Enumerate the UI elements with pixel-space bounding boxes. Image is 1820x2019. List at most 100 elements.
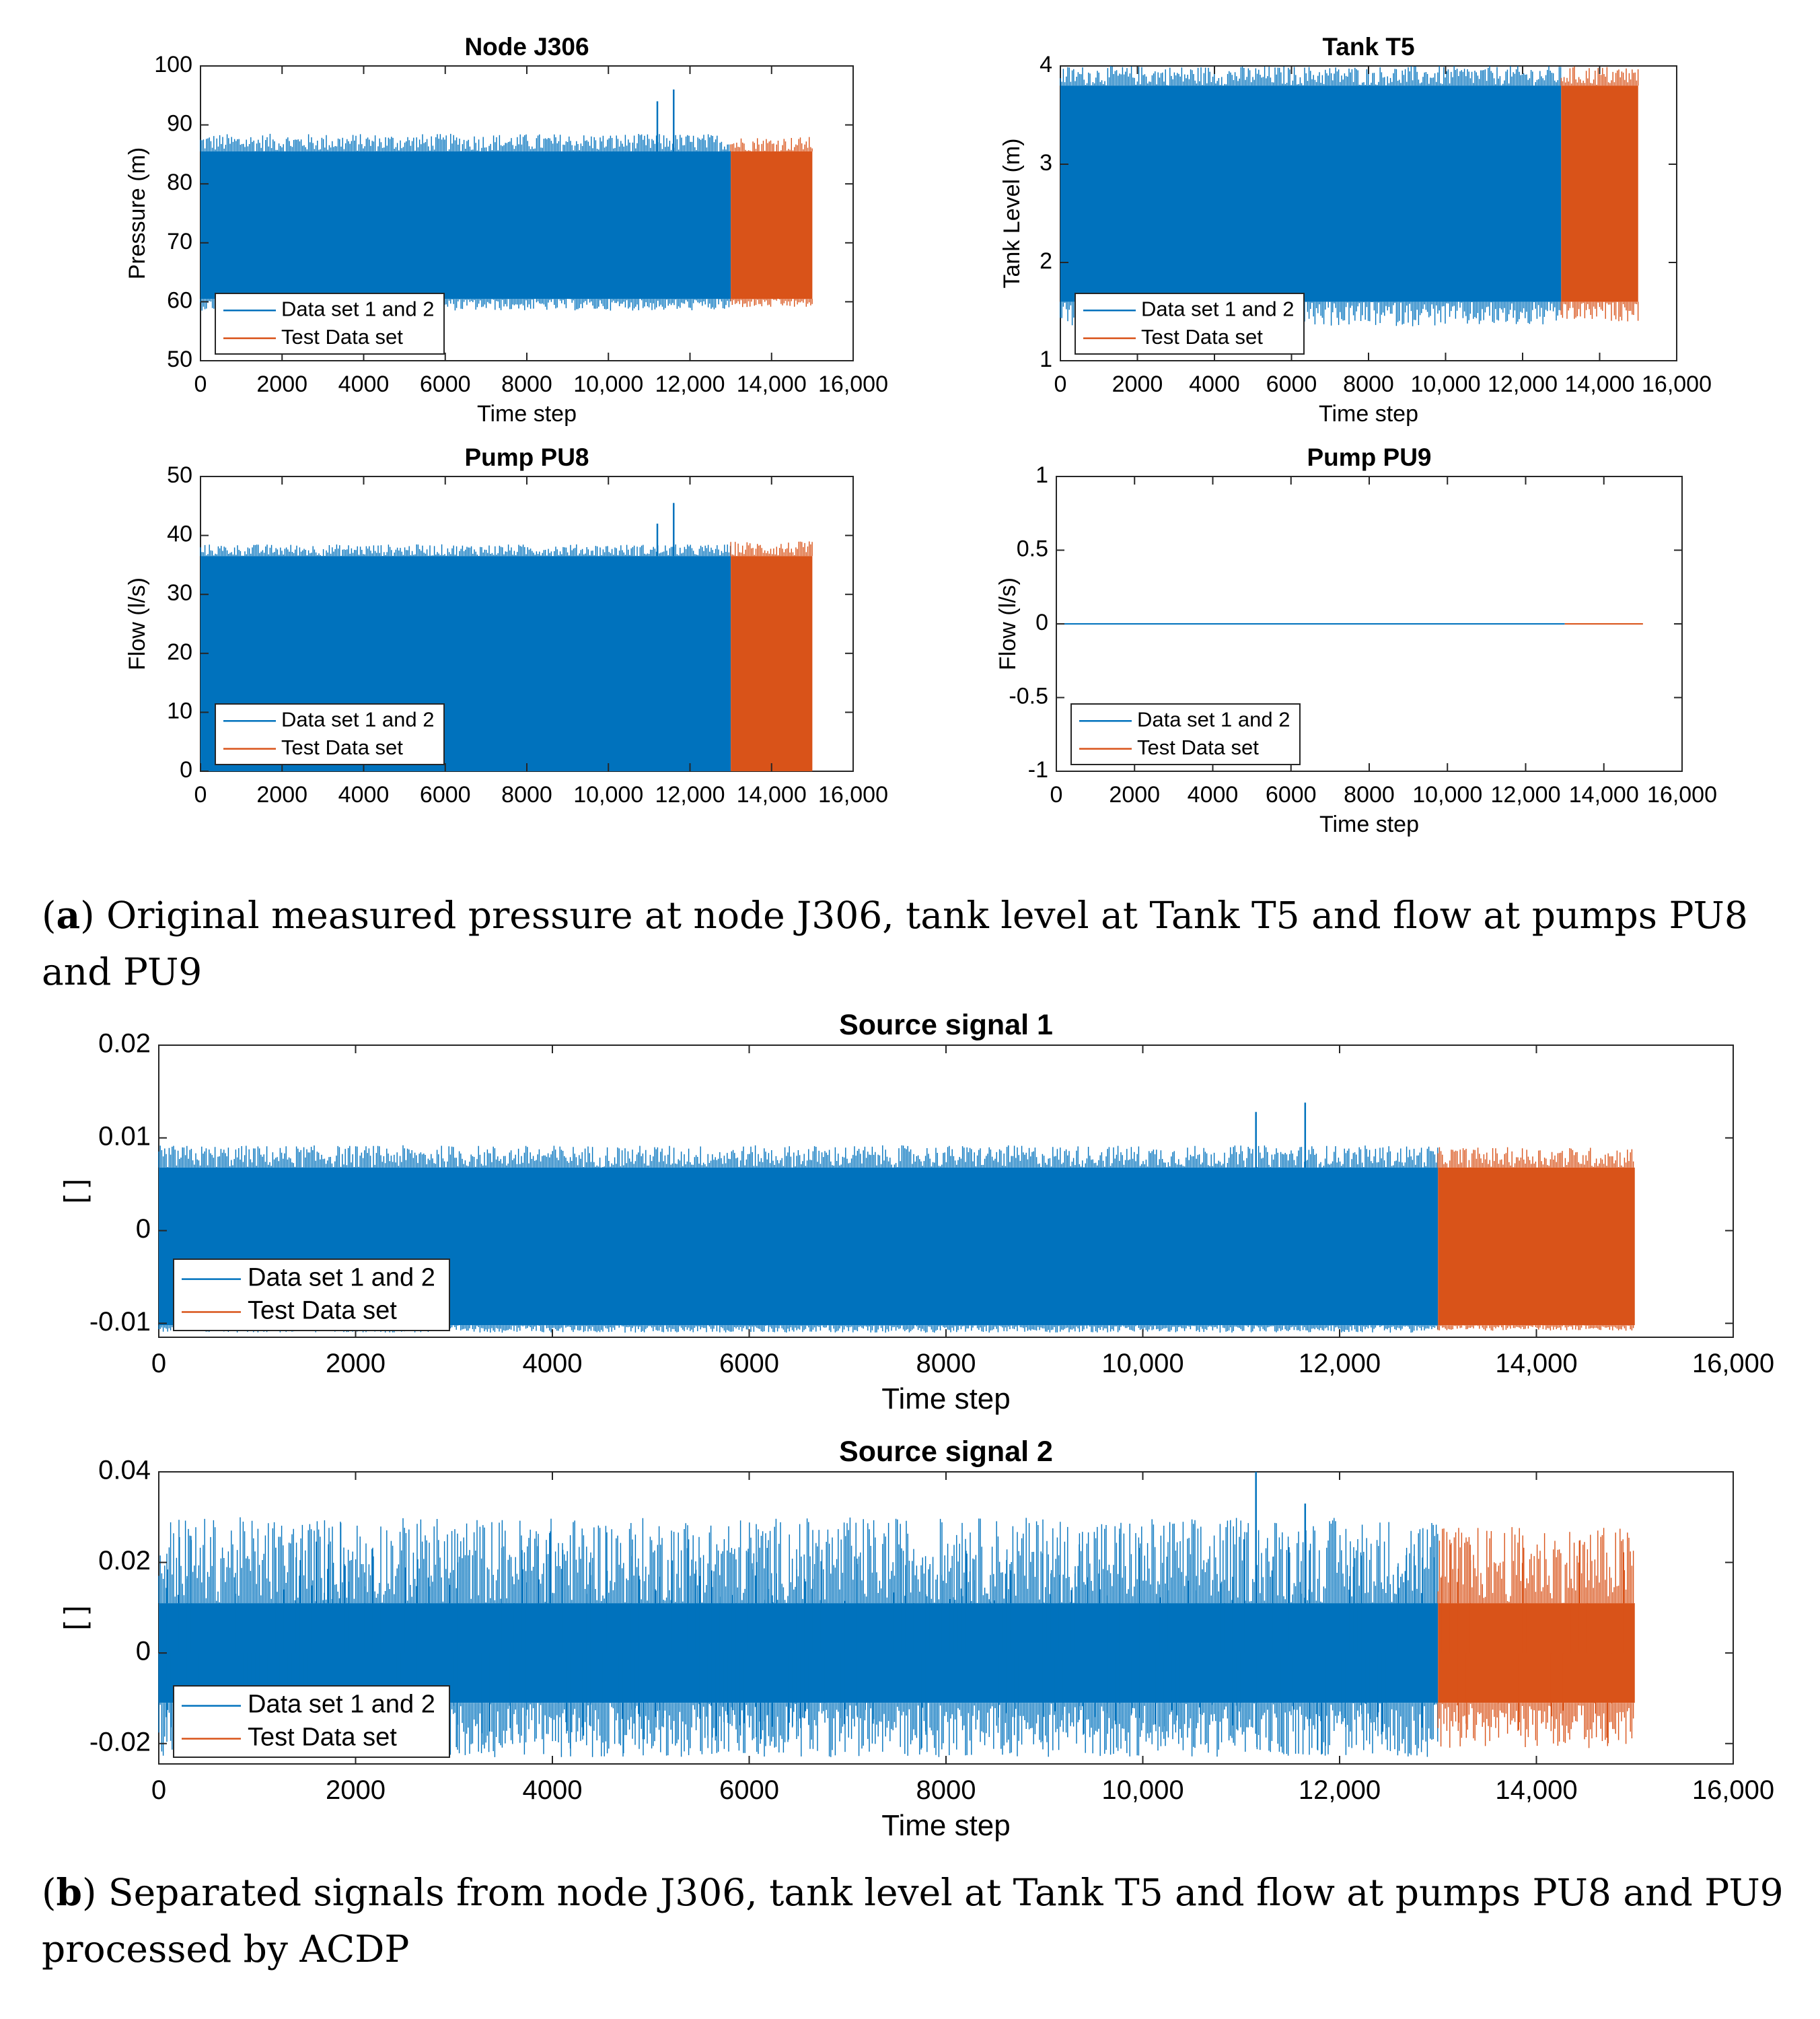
pump-pu8-ylabel: Flow (l/s) [124, 577, 150, 670]
node-j306-ytick-label: 60 [167, 287, 192, 313]
tank-t5-ytick-label: 4 [1040, 52, 1052, 77]
tank-t5-xtick-label: 14,000 [1565, 371, 1635, 397]
source-signal-2-legend-label-train: Data set 1 and 2 [248, 1691, 435, 1719]
tank-t5-ytick-label: 1 [1040, 347, 1052, 372]
caption-b-text: Separated signals from node J306, tank l… [42, 1871, 1784, 1971]
source-signal-2-series-test-noise [1437, 1527, 1634, 1748]
source-signal-2-ytick-label: -0.02 [89, 1727, 151, 1757]
tank-t5-xtick-label: 2000 [1112, 371, 1163, 397]
node-j306-xtick-label: 10,000 [573, 371, 643, 397]
pump-pu8-xtick-label: 10,000 [573, 782, 643, 808]
pump-pu8-legend-label-test: Test Data set [281, 736, 403, 759]
source-signal-1-xtick-label: 14,000 [1495, 1349, 1577, 1378]
pump-pu9-ylabel: Flow (l/s) [995, 577, 1021, 670]
source-signal-1-xtick-label: 4000 [523, 1349, 583, 1378]
node-j306-xtick-label: 6000 [420, 371, 471, 397]
node-j306-ytick-label: 90 [167, 111, 192, 137]
tank-t5-ytick-label: 2 [1040, 248, 1052, 274]
source-signal-1-legend-label-test: Test Data set [248, 1296, 397, 1324]
source-signal-2-ytick-label: 0.02 [98, 1546, 151, 1575]
tank-t5-xtick-label: 6000 [1266, 371, 1317, 397]
caption-a-letter: a [56, 893, 81, 937]
source-signal-1-xtick-label: 0 [151, 1349, 166, 1378]
node-j306-legend [215, 293, 445, 355]
pump-pu9-xtick-label: 16,000 [1647, 782, 1717, 808]
node-j306-xtick-label: 8000 [501, 371, 552, 397]
pump-pu8-title: Pump PU8 [464, 444, 589, 471]
pump-pu8-xtick-label: 6000 [420, 782, 471, 808]
tank-t5-xtick-label: 4000 [1189, 371, 1240, 397]
node-j306-ytick-label: 100 [154, 52, 192, 77]
pump-pu9-legend-label-test: Test Data set [1137, 736, 1259, 759]
source-signal-2-xtick-label: 16,000 [1692, 1775, 1774, 1805]
node-j306-xtick-label: 0 [194, 371, 207, 397]
source-signal-2-xtick-label: 4000 [523, 1775, 583, 1805]
pump-pu9-xtick-label: 0 [1050, 782, 1063, 808]
source-signal-2-xtick-label: 12,000 [1299, 1775, 1381, 1805]
pump-pu8-ytick-label: 50 [167, 462, 192, 488]
source-signal-2-xtick-label: 6000 [719, 1775, 779, 1805]
tank-t5-series-test-noise [1560, 66, 1639, 322]
source-signal-1-xtick-label: 16,000 [1692, 1349, 1774, 1378]
caption-a-text: Original measured pressure at node J306,… [42, 894, 1748, 993]
pump-pu9-legend-label-train: Data set 1 and 2 [1137, 707, 1290, 731]
pump-pu8-xtick-label: 0 [194, 782, 207, 808]
caption-a: (a) Original measured pressure at node J… [42, 893, 1748, 993]
pump-pu9-xtick-label: 4000 [1188, 782, 1239, 808]
pump-pu9-ytick-label: 1 [1035, 462, 1048, 488]
node-j306-legend-label-test: Test Data set [281, 325, 403, 349]
pump-pu9-title: Pump PU9 [1307, 444, 1431, 471]
caption-b-letter: b [56, 1870, 82, 1914]
tank-t5-xtick-label: 10,000 [1411, 371, 1481, 397]
source-signal-2-xtick-label: 14,000 [1495, 1775, 1577, 1805]
pump-pu8-ytick-label: 10 [167, 698, 192, 723]
node-j306-series-train-band [201, 151, 731, 299]
pump-pu9-legend [1070, 703, 1301, 765]
source-signal-2-series-test-band [1438, 1603, 1635, 1703]
tank-t5-legend [1075, 293, 1305, 355]
source-signal-2-title: Source signal 2 [839, 1436, 1053, 1468]
node-j306-ytick-label: 70 [167, 229, 192, 254]
tank-t5-xtick-label: 8000 [1343, 371, 1394, 397]
node-j306-ylabel: Pressure (m) [124, 147, 150, 279]
pump-pu9-xtick-label: 6000 [1266, 782, 1317, 808]
tank-t5-xtick-label: 0 [1054, 371, 1067, 397]
source-signal-2-xlabel: Time step [881, 1809, 1011, 1842]
source-signal-1-ylabel: [ ] [59, 1179, 92, 1204]
source-signal-1-legend [173, 1259, 450, 1331]
pump-pu9-xlabel: Time step [1319, 812, 1419, 837]
source-signal-2-xtick-label: 8000 [916, 1775, 976, 1805]
node-j306-xtick-label: 4000 [338, 371, 390, 397]
pump-pu9-ytick-label: -1 [1028, 757, 1048, 783]
source-signal-2-ytick-label: 0 [136, 1637, 151, 1666]
node-j306-xtick-label: 2000 [256, 371, 307, 397]
pump-pu9-ytick-label: 0.5 [1017, 536, 1048, 561]
node-j306-series-test-band [731, 151, 813, 299]
node-j306-series-test-noise [730, 137, 813, 308]
tank-t5-ylabel: Tank Level (m) [999, 139, 1025, 289]
node-j306-ytick-label: 80 [167, 170, 192, 195]
tank-t5-legend-label-train: Data set 1 and 2 [1141, 297, 1295, 320]
tank-t5-xlabel: Time step [1319, 401, 1418, 427]
pump-pu8-xtick-label: 16,000 [818, 782, 888, 808]
source-signal-1-xtick-label: 8000 [916, 1349, 976, 1378]
tank-t5-series-test-band [1561, 85, 1638, 302]
pump-pu8-ytick-label: 0 [180, 757, 192, 783]
source-signal-2-xtick-label: 0 [151, 1775, 166, 1805]
pump-pu9-xtick-label: 10,000 [1412, 782, 1482, 808]
tank-t5-legend-label-test: Test Data set [1141, 325, 1263, 349]
source-signal-1-ytick-label: 0.01 [98, 1121, 151, 1151]
source-signal-2-ylabel: [ ] [59, 1606, 92, 1631]
source-signal-1-series-test-noise [1437, 1147, 1634, 1331]
pump-pu8-legend [215, 703, 445, 765]
pump-pu8-legend-label-train: Data set 1 and 2 [281, 707, 435, 731]
tank-t5-xtick-label: 16,000 [1642, 371, 1712, 397]
pump-pu8-xtick-label: 4000 [338, 782, 390, 808]
source-signal-2-ytick-label: 0.04 [98, 1456, 151, 1485]
source-signal-1-xlabel: Time step [881, 1382, 1011, 1415]
node-j306-legend-label-train: Data set 1 and 2 [281, 297, 435, 320]
tank-t5-series-train-band [1060, 85, 1562, 302]
pump-pu9-xtick-label: 8000 [1344, 782, 1395, 808]
pump-pu8-series-test-band [731, 556, 813, 771]
source-signal-1-legend-label-train: Data set 1 and 2 [248, 1264, 435, 1292]
